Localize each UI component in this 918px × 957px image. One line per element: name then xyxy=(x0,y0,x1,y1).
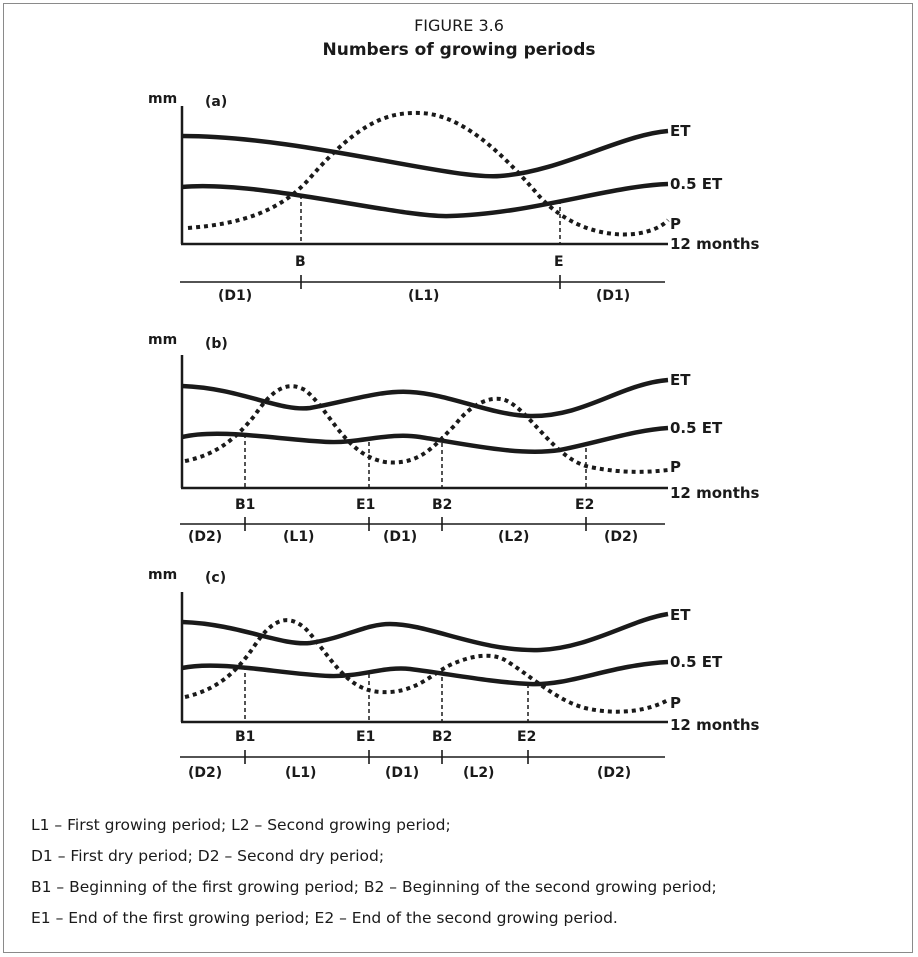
panel-a-period: (D1) xyxy=(218,288,252,304)
figure-title: Numbers of growing periods xyxy=(322,40,596,60)
panel-b-p-label: P xyxy=(670,458,681,476)
panel-b-period: (D2) xyxy=(188,529,222,545)
panel-c: mm (c) ET 0.5 ET P 12 months B1 E1 B2 E2… xyxy=(148,567,760,781)
legend-line: L1 – First growing period; L2 – Second g… xyxy=(31,816,451,834)
panel-b-et-label: ET xyxy=(670,371,691,389)
panel-b-y-unit: mm xyxy=(148,332,177,348)
panel-c-y-unit: mm xyxy=(148,567,177,583)
panel-b-half-et-curve xyxy=(181,425,669,454)
panel-c-marker-b2: B2 xyxy=(432,729,452,745)
panel-a-half-et-label: 0.5 ET xyxy=(670,175,723,193)
panel-b-axis-label: 12 months xyxy=(670,484,760,502)
panel-c-et-curve xyxy=(181,611,669,653)
panel-b-marker-e2: E2 xyxy=(575,497,594,513)
panel-c-period: (D2) xyxy=(188,765,222,781)
panel-a-period: (D1) xyxy=(596,288,630,304)
panel-a-marker-e: E xyxy=(554,254,564,270)
panel-c-period: (L1) xyxy=(285,765,316,781)
panel-a-p-label: P xyxy=(670,215,681,233)
panel-b-marker-e1: E1 xyxy=(356,497,375,513)
panel-c-period: (D1) xyxy=(385,765,419,781)
panel-c-half-et-curve xyxy=(181,659,669,687)
panel-b-marker-b1: B1 xyxy=(235,497,255,513)
panel-a-et-label: ET xyxy=(670,122,691,140)
figure-frame xyxy=(3,3,913,953)
panel-c-period: (L2) xyxy=(463,765,494,781)
panel-a-p-curve xyxy=(187,110,670,237)
panel-c-axis-label: 12 months xyxy=(670,716,760,734)
panel-b-marker-b2: B2 xyxy=(432,497,452,513)
panel-a-y-unit: mm xyxy=(148,91,177,107)
panel-a-half-et-curve xyxy=(181,181,669,219)
figure-number: FIGURE 3.6 xyxy=(414,16,504,35)
legend-line: D1 – First dry period; D2 – Second dry p… xyxy=(31,847,385,865)
panel-a-et-curve xyxy=(181,128,669,179)
panel-c-et-label: ET xyxy=(670,606,691,624)
panel-c-half-et-label: 0.5 ET xyxy=(670,653,723,671)
panel-c-p-curve xyxy=(184,618,669,714)
panel-a-period: (L1) xyxy=(408,288,439,304)
panel-a: mm (a) ET 0.5 ET P 12 months B E (D1) (L… xyxy=(148,91,760,304)
panel-c-label: (c) xyxy=(205,570,226,586)
panel-b-period: (D1) xyxy=(383,529,417,545)
panel-b-period: (L2) xyxy=(498,529,529,545)
panel-c-marker-e2: E2 xyxy=(517,729,536,745)
panel-b-half-et-label: 0.5 ET xyxy=(670,419,723,437)
panel-a-marker-b: B xyxy=(295,254,306,270)
panel-b-period: (L1) xyxy=(283,529,314,545)
legend: L1 – First growing period; L2 – Second g… xyxy=(31,810,901,934)
legend-line: E1 – End of the first growing period; E2… xyxy=(31,909,618,927)
panel-b-period: (D2) xyxy=(604,529,638,545)
panel-c-marker-b1: B1 xyxy=(235,729,255,745)
panel-c-period: (D2) xyxy=(597,765,631,781)
panel-a-label: (a) xyxy=(205,94,227,110)
panel-b-label: (b) xyxy=(205,336,228,352)
panel-b-et-curve xyxy=(181,377,669,419)
panel-c-marker-e1: E1 xyxy=(356,729,375,745)
panel-b: mm (b) ET 0.5 ET P 12 months B1 E1 B2 E2… xyxy=(148,332,760,545)
panel-a-axis-label: 12 months xyxy=(670,235,760,253)
panel-c-p-label: P xyxy=(670,694,681,712)
legend-line: B1 – Beginning of the first growing peri… xyxy=(31,878,717,896)
